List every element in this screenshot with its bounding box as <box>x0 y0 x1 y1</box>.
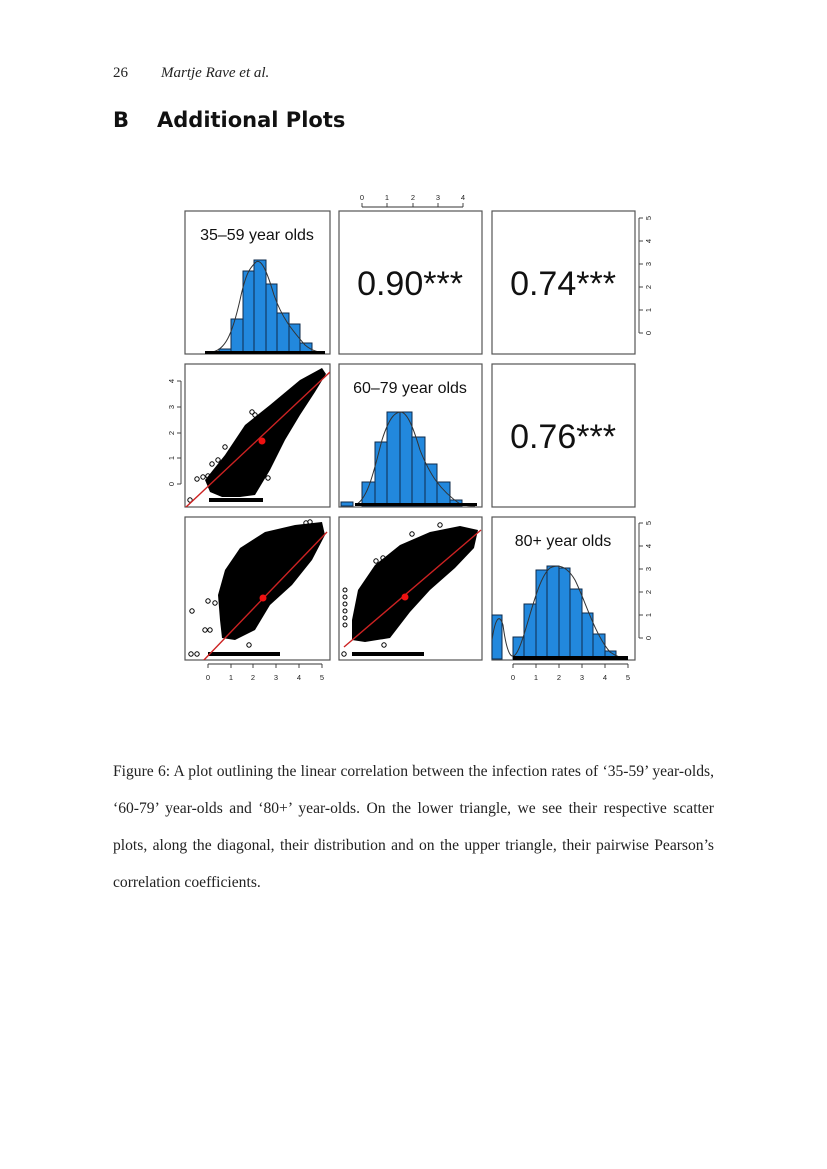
tick-label: 2 <box>251 673 255 682</box>
diag-label-80-plus: 80+ year olds <box>515 533 612 550</box>
scatter-60-79-vs-80-plus <box>341 522 482 657</box>
correlation-35-59-vs-60-79: 0.90*** <box>357 265 463 303</box>
tick-label: 3 <box>436 193 440 202</box>
tick-label: 4 <box>603 673 607 682</box>
tick-label: 5 <box>644 521 653 525</box>
tick-label: 5 <box>626 673 630 682</box>
tick-label: 0 <box>511 673 515 682</box>
tick-label: 4 <box>297 673 301 682</box>
tick-label: 1 <box>385 193 389 202</box>
tick-label: 0 <box>360 193 364 202</box>
tick-label: 4 <box>461 193 465 202</box>
tick-label: 0 <box>206 673 210 682</box>
tick-label: 1 <box>229 673 233 682</box>
pairs-plot-figure: 35–59 year olds 60–79 year olds <box>167 193 653 682</box>
tick-label: 4 <box>644 239 653 243</box>
histogram-80-plus: 80+ year olds <box>491 533 629 660</box>
tick-label: 0 <box>167 482 176 486</box>
section-title: Additional Plots <box>157 108 346 132</box>
tick-label: 4 <box>644 544 653 548</box>
tick-label: 3 <box>644 262 653 266</box>
tick-label: 1 <box>534 673 538 682</box>
tick-label: 2 <box>411 193 415 202</box>
tick-label: 2 <box>557 673 561 682</box>
tick-labels: 0 1 2 3 4 0 1 2 3 4 5 0 1 2 3 4 0 1 2 3 … <box>167 193 653 682</box>
authors: Martje Rave et al. <box>161 65 270 81</box>
tick-label: 1 <box>167 456 176 460</box>
tick-label: 0 <box>644 331 653 335</box>
running-head: 26 Martje Rave et al. <box>113 65 269 82</box>
scatter-35-59-vs-60-79 <box>185 368 330 507</box>
histogram-60-79: 60–79 year olds <box>340 380 477 507</box>
diag-label-60-79: 60–79 year olds <box>353 380 467 397</box>
tick-label: 2 <box>167 431 176 435</box>
scatter-35-59-vs-80-plus <box>188 519 328 660</box>
tick-label: 5 <box>320 673 324 682</box>
diag-label-35-59: 35–59 year olds <box>200 227 314 244</box>
figure-caption: Figure 6: A plot outlining the linear co… <box>113 762 714 891</box>
tick-label: 1 <box>644 613 653 617</box>
section-heading: B Additional Plots <box>113 108 345 132</box>
tick-label: 3 <box>644 567 653 571</box>
correlation-60-79-vs-80-plus: 0.76*** <box>510 418 616 456</box>
tick-label: 3 <box>580 673 584 682</box>
histogram-35-59: 35–59 year olds <box>200 227 326 354</box>
axis-lines <box>177 203 643 668</box>
tick-label: 2 <box>644 590 653 594</box>
tick-label: 1 <box>644 308 653 312</box>
tick-label: 2 <box>644 285 653 289</box>
page-number: 26 <box>113 65 128 81</box>
tick-label: 3 <box>167 405 176 409</box>
tick-label: 5 <box>644 216 653 220</box>
tick-label: 0 <box>644 636 653 640</box>
section-number: B <box>113 108 130 132</box>
tick-label: 4 <box>167 379 176 383</box>
correlation-35-59-vs-80-plus: 0.74*** <box>510 265 616 303</box>
tick-label: 3 <box>274 673 278 682</box>
